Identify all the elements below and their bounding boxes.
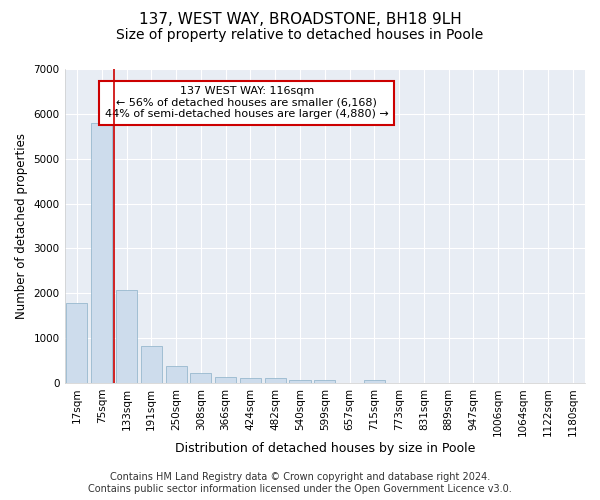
Bar (141, 346, 162, 383)
Text: 137 WEST WAY: 116sqm
← 56% of detached houses are smaller (6,168)
44% of semi-de: 137 WEST WAY: 116sqm ← 56% of detached h… (105, 86, 389, 120)
Bar (67, 303, 88, 383)
X-axis label: Distribution of detached houses by size in Poole: Distribution of detached houses by size … (175, 442, 475, 455)
Bar (314, 380, 335, 383)
Bar (364, 380, 385, 383)
Bar (190, 372, 211, 383)
Bar (166, 366, 187, 383)
Bar (265, 378, 286, 383)
Text: Size of property relative to detached houses in Poole: Size of property relative to detached ho… (116, 28, 484, 42)
Bar (289, 380, 311, 383)
Y-axis label: Number of detached properties: Number of detached properties (15, 133, 28, 319)
Bar (215, 378, 236, 383)
Bar (116, 290, 137, 383)
Text: 137, WEST WAY, BROADSTONE, BH18 9LH: 137, WEST WAY, BROADSTONE, BH18 9LH (139, 12, 461, 28)
Bar (91, 123, 112, 383)
Bar (240, 378, 261, 383)
Text: Contains HM Land Registry data © Crown copyright and database right 2024.
Contai: Contains HM Land Registry data © Crown c… (88, 472, 512, 494)
